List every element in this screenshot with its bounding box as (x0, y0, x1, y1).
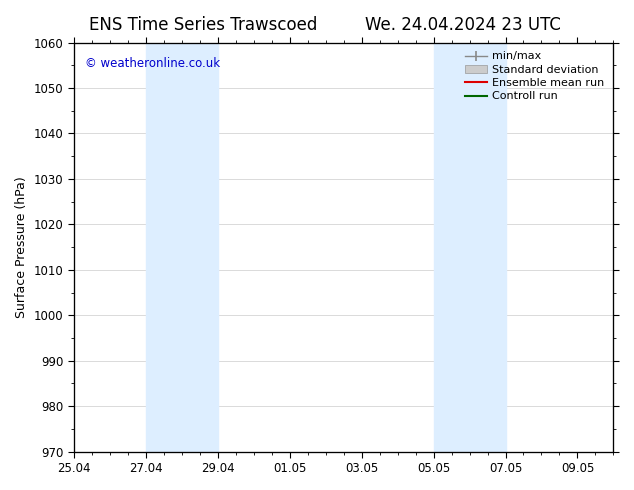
Text: © weatheronline.co.uk: © weatheronline.co.uk (84, 57, 219, 70)
Text: ENS Time Series Trawscoed: ENS Time Series Trawscoed (89, 16, 317, 34)
Y-axis label: Surface Pressure (hPa): Surface Pressure (hPa) (15, 176, 28, 318)
Text: We. 24.04.2024 23 UTC: We. 24.04.2024 23 UTC (365, 16, 560, 34)
Bar (434, 43, 505, 452)
Legend: min/max, Standard deviation, Ensemble mean run, Controll run: min/max, Standard deviation, Ensemble me… (461, 48, 608, 105)
Bar (146, 43, 217, 452)
